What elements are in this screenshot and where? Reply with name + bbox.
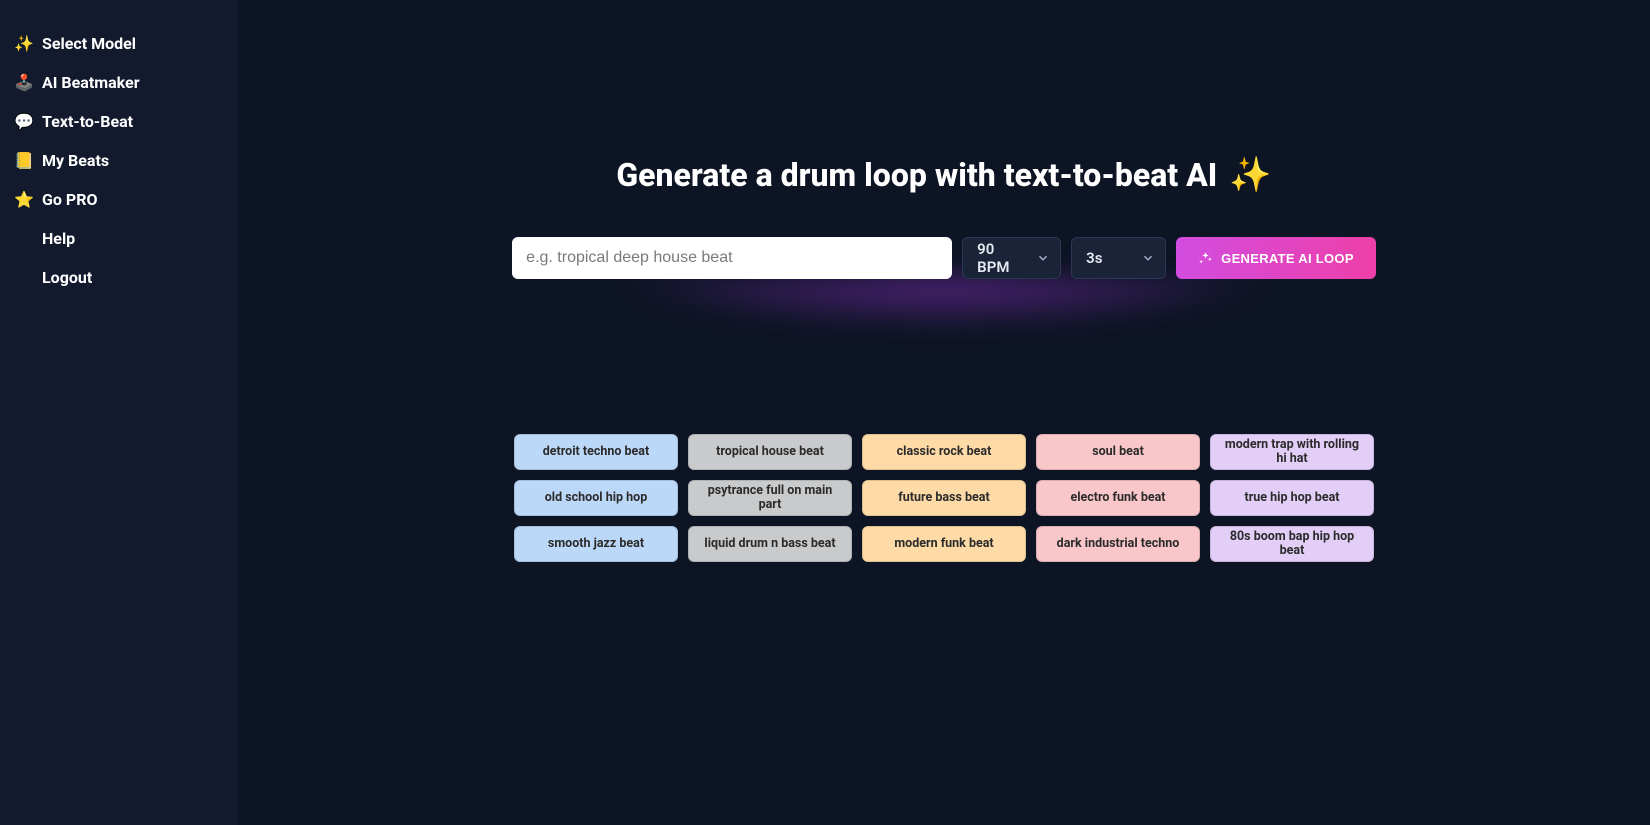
preset-button[interactable]: smooth jazz beat: [514, 526, 678, 562]
preset-grid: detroit techno beat tropical house beat cl…: [514, 434, 1374, 562]
preset-button[interactable]: classic rock beat: [862, 434, 1026, 470]
bpm-select[interactable]: 90 BPM: [962, 237, 1061, 279]
sidebar-item-ai-beatmaker[interactable]: 🕹️ AI Beatmaker: [0, 63, 238, 102]
chevron-down-icon: [1036, 251, 1050, 265]
notebook-icon: 📒: [14, 151, 32, 170]
preset-button[interactable]: psytrance full on main part: [688, 480, 852, 516]
preset-button[interactable]: 80s boom bap hip hop beat: [1210, 526, 1374, 562]
sidebar-item-label: Logout: [42, 268, 92, 287]
duration-select[interactable]: 3s: [1071, 237, 1166, 279]
sparkles-icon: ✨: [1229, 155, 1271, 195]
main-content: Generate a drum loop with text-to-beat A…: [238, 0, 1650, 825]
page-title: Generate a drum loop with text-to-beat A…: [616, 155, 1271, 195]
bpm-value: 90 BPM: [977, 240, 1026, 276]
sidebar-item-text-to-beat[interactable]: 💬 Text-to-Beat: [0, 102, 238, 141]
preset-button[interactable]: liquid drum n bass beat: [688, 526, 852, 562]
controls-row: 90 BPM 3s GENERATE AI LOOP: [512, 237, 1376, 279]
preset-button[interactable]: true hip hop beat: [1210, 480, 1374, 516]
sidebar-item-go-pro[interactable]: ⭐ Go PRO: [0, 180, 238, 219]
preset-button[interactable]: detroit techno beat: [514, 434, 678, 470]
joystick-icon: 🕹️: [14, 73, 32, 92]
preset-button[interactable]: dark industrial techno: [1036, 526, 1200, 562]
preset-button[interactable]: tropical house beat: [688, 434, 852, 470]
preset-button[interactable]: modern funk beat: [862, 526, 1026, 562]
sidebar-item-label: Text-to-Beat: [42, 112, 133, 131]
sidebar-item-label: Go PRO: [42, 190, 98, 209]
generate-button-label: GENERATE AI LOOP: [1221, 251, 1354, 266]
speech-bubble-icon: 💬: [14, 112, 32, 131]
prompt-input[interactable]: [512, 237, 952, 279]
sidebar-item-my-beats[interactable]: 📒 My Beats: [0, 141, 238, 180]
preset-button[interactable]: soul beat: [1036, 434, 1200, 470]
preset-button[interactable]: modern trap with rolling hi hat: [1210, 434, 1374, 470]
generate-button[interactable]: GENERATE AI LOOP: [1176, 237, 1376, 279]
sidebar-item-label: Select Model: [42, 34, 136, 53]
decorative-glow: [512, 277, 1376, 347]
page-title-text: Generate a drum loop with text-to-beat A…: [616, 156, 1217, 194]
sidebar-item-label: Help: [42, 229, 75, 248]
sidebar-item-help[interactable]: Help: [0, 219, 238, 258]
preset-button[interactable]: old school hip hop: [514, 480, 678, 516]
sparkles-icon: ✨: [14, 34, 32, 53]
chevron-down-icon: [1141, 251, 1155, 265]
duration-value: 3s: [1086, 249, 1102, 267]
star-icon: ⭐: [14, 190, 32, 209]
preset-button[interactable]: electro funk beat: [1036, 480, 1200, 516]
sidebar: ✨ Select Model 🕹️ AI Beatmaker 💬 Text-to…: [0, 0, 238, 825]
magic-wand-icon: [1198, 251, 1213, 266]
sidebar-item-logout[interactable]: Logout: [0, 258, 238, 297]
sidebar-item-label: AI Beatmaker: [42, 73, 140, 92]
sidebar-item-label: My Beats: [42, 151, 109, 170]
preset-button[interactable]: future bass beat: [862, 480, 1026, 516]
sidebar-item-select-model[interactable]: ✨ Select Model: [0, 24, 238, 63]
